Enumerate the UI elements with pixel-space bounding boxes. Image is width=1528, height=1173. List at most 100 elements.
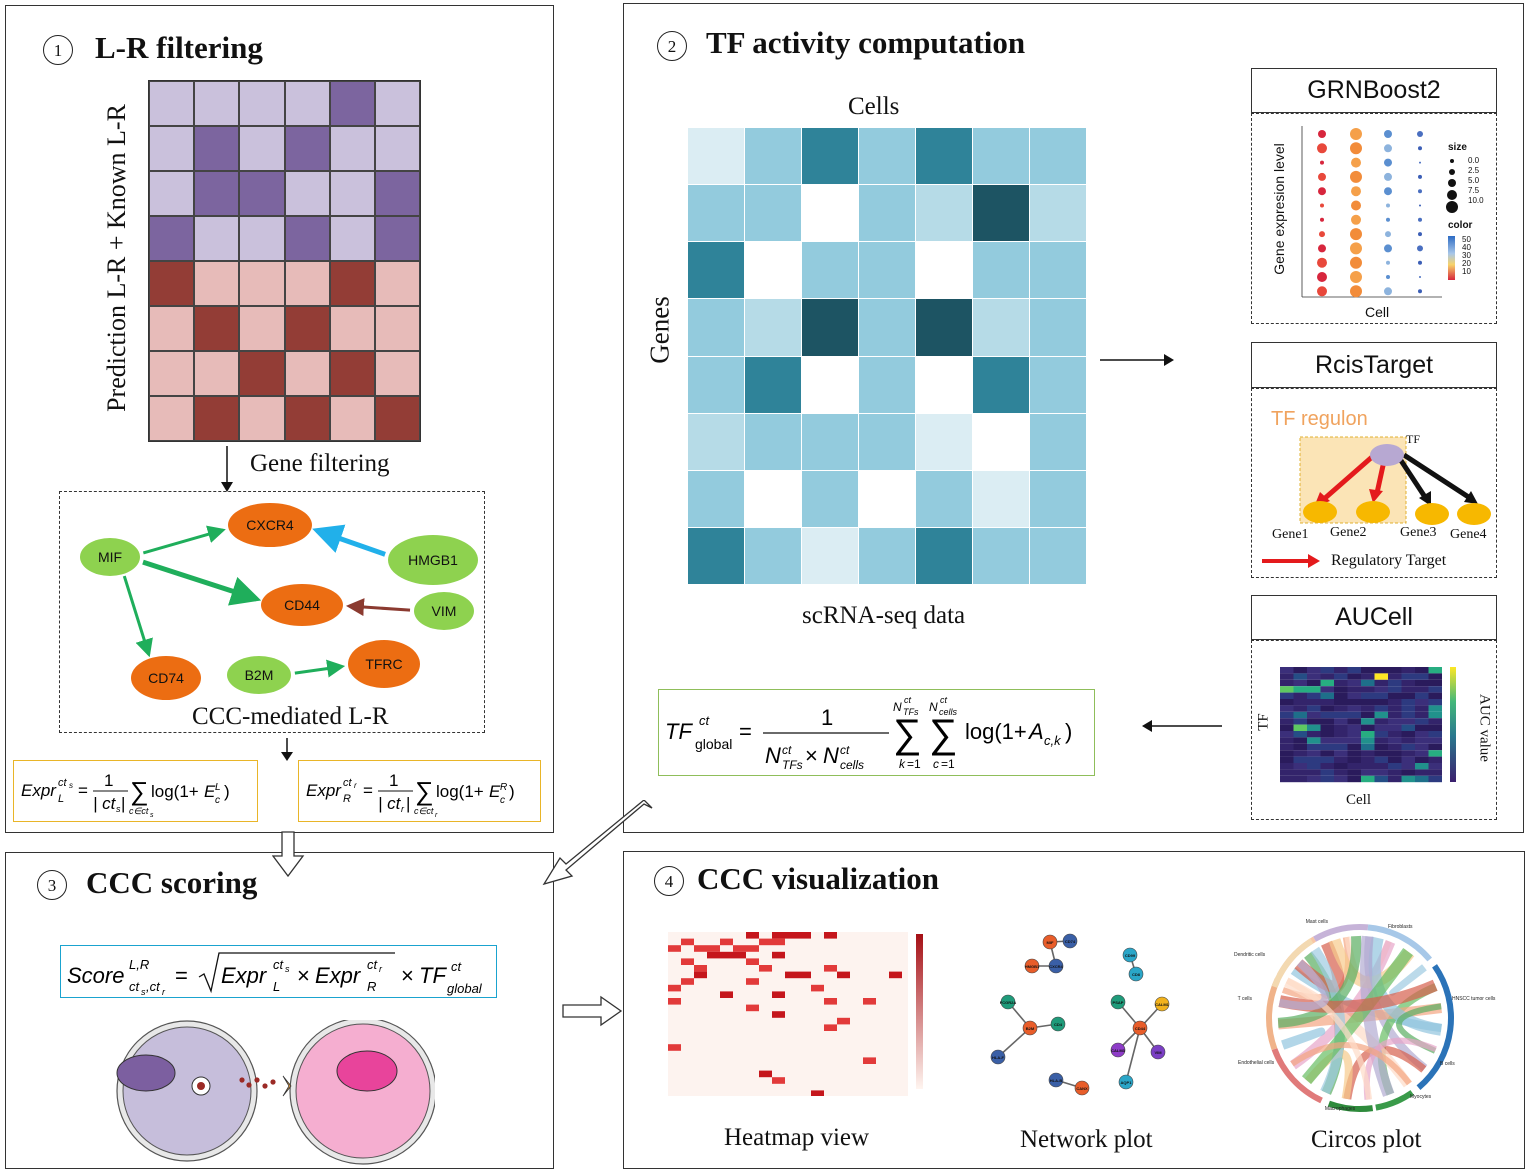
scrna-heatmap-cell (1030, 470, 1086, 527)
viz-network-node (1022, 1020, 1038, 1036)
svg-text:|: | (406, 794, 410, 813)
tf-regulon-label: TF regulon (1271, 408, 1368, 430)
viz-heatmap-cell (772, 938, 785, 946)
viz-heatmap-cell (746, 978, 759, 985)
color-legend-bar (1448, 236, 1455, 280)
dot-plot-point (1320, 160, 1324, 165)
circos-sector (1375, 1090, 1414, 1111)
aucell-cell (1334, 737, 1348, 744)
circos-ribbon (1281, 1027, 1326, 1050)
svg-text:=: = (78, 781, 88, 800)
aucell-cell (1374, 699, 1388, 706)
svg-text:∑: ∑ (130, 776, 149, 806)
aucell-cell (1293, 699, 1307, 706)
viz-network-node (1048, 1072, 1064, 1088)
viz-network-node (1050, 1016, 1066, 1032)
dot-plot-point (1318, 172, 1326, 181)
aucell-cell (1361, 750, 1375, 757)
lr-heatmap-cell (239, 171, 285, 216)
color-tick: 30 (1462, 251, 1471, 260)
lr-heatmap-cell (149, 306, 195, 351)
viz-network-label: CD44 (1135, 1026, 1146, 1031)
circos-label: Endothelial cells (1238, 1060, 1275, 1066)
aucell-cell (1293, 718, 1307, 725)
color-tick: 10 (1462, 267, 1471, 276)
aucell-cell (1293, 737, 1307, 744)
circos-label: T cells (1238, 996, 1253, 1002)
panel4-number: 4 (654, 866, 684, 896)
circos-sector (1271, 938, 1314, 988)
panel3-title: CCC scoring (86, 865, 258, 900)
panel2-title: TF activity computation (706, 25, 1026, 60)
lr-network-box (59, 491, 485, 733)
aucell-cell (1334, 718, 1348, 725)
scrna-heatmap-cell (1030, 242, 1086, 299)
gene2-label: Gene2 (1330, 525, 1367, 540)
panel1-number: 1 (43, 35, 73, 65)
scrna-heatmap-cell (745, 527, 801, 584)
lr-heatmap-cell (149, 351, 195, 396)
aucell-cell (1347, 699, 1361, 706)
scrna-heatmap-cell (859, 299, 915, 356)
aucell-cell (1320, 724, 1334, 731)
viz-network-node (1042, 934, 1058, 950)
aucell-cell (1428, 756, 1442, 763)
viz-heatmap-cell (798, 932, 811, 939)
svg-text:c: c (500, 795, 505, 806)
svg-text:×: × (805, 743, 818, 768)
aucell-cell (1415, 679, 1429, 687)
lr-heatmap-cell (284, 261, 330, 306)
viz-heatmap-cell (746, 958, 759, 965)
aucell-cell (1320, 769, 1334, 776)
aucell-cell (1347, 686, 1361, 693)
aucell-cell (1320, 737, 1334, 744)
dot-plot-point (1418, 217, 1422, 222)
svg-text:TFs: TFs (903, 707, 919, 717)
size-tick: 5.0 (1468, 176, 1480, 185)
scrna-heatmap-cell (916, 185, 972, 242)
aucell-cell (1388, 705, 1402, 712)
aucell-cell (1361, 724, 1375, 731)
scrna-heatmap-cell (916, 470, 972, 527)
panel-ccc-scoring (5, 852, 554, 1169)
dot-plot-point (1386, 217, 1390, 222)
aucell-title: AUCell (1251, 595, 1497, 640)
aucell-cell (1401, 705, 1415, 712)
aucell-cell (1334, 750, 1348, 757)
lr-heatmap-cell (194, 216, 240, 261)
dot-plot-point (1418, 189, 1422, 194)
circos-sector (1266, 978, 1281, 1051)
scrna-heatmap-cell (916, 356, 972, 413)
expr-receptor-formula: Expr R ct r = 1 | ct r | ∑ c∈ct r log(1+… (298, 760, 541, 822)
svg-text:c∈ct: c∈ct (129, 806, 149, 816)
aucell-ylabel: TF (1255, 713, 1272, 731)
lr-heatmap-cell (284, 81, 330, 126)
arrow-to-tf-formula (1142, 720, 1222, 732)
dot-plot-point (1350, 170, 1362, 183)
scrna-heatmap-cell (802, 527, 858, 584)
svg-text:ct: ct (58, 777, 68, 789)
aucell-cell (1320, 718, 1334, 725)
aucell-cell (1374, 705, 1388, 712)
svg-text:∑: ∑ (893, 712, 922, 756)
aucell-cell (1307, 692, 1321, 699)
aucell-cell (1388, 743, 1402, 751)
aucell-cell (1347, 718, 1361, 725)
dot-plot-point (1417, 245, 1423, 252)
aucell-cell (1334, 711, 1348, 719)
panel1-ylabel: Prediction L-R + Known L-R (102, 104, 131, 412)
dot-plot-point (1319, 231, 1325, 238)
ccc-mediated-label: CCC-mediated L-R (192, 703, 389, 730)
aucell-cell (1320, 699, 1334, 706)
aucell-cell (1361, 699, 1375, 706)
lr-heatmap-cell (329, 216, 375, 261)
viz-heatmap-colorbar (916, 934, 923, 1089)
color-tick: 50 (1462, 235, 1471, 244)
aucell-cell (1293, 750, 1307, 757)
scrna-heatmap-cell (802, 356, 858, 413)
aucell-cell (1415, 731, 1429, 738)
dot-plot-point (1419, 161, 1421, 164)
svg-text:×: × (297, 963, 310, 988)
lr-heatmap-cell (329, 306, 375, 351)
viz-heatmap-cell (694, 965, 707, 972)
